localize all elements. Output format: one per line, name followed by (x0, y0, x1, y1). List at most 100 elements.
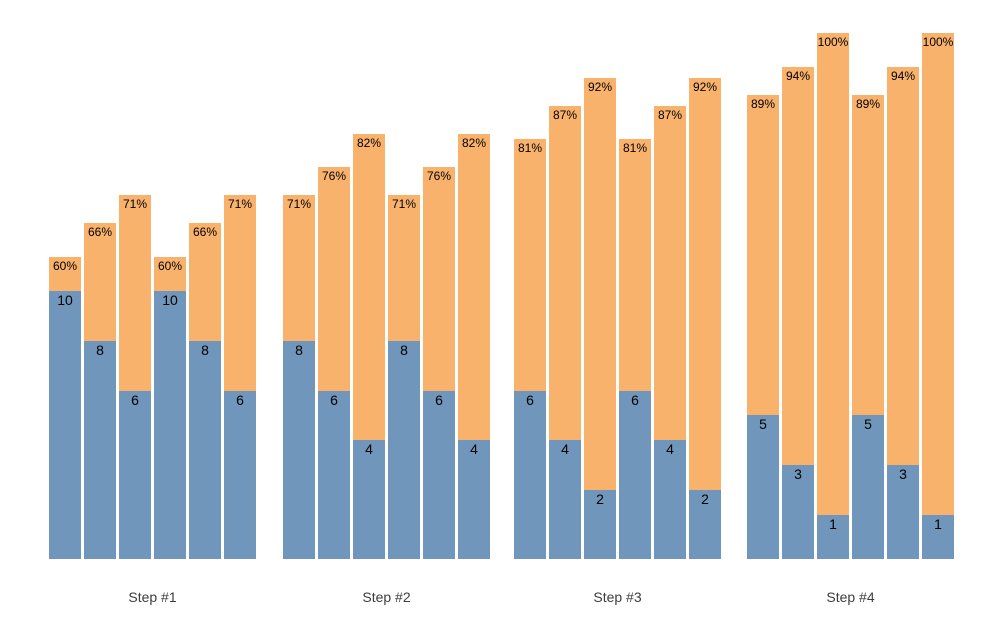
orange-segment: 81% (619, 139, 651, 391)
value-label: 5 (864, 416, 872, 432)
value-label: 6 (236, 392, 244, 408)
blue-segment: 6 (514, 391, 546, 559)
blue-segment: 1 (922, 515, 954, 559)
percent-label: 87% (552, 108, 578, 122)
x-axis-group-label: Step #2 (362, 589, 411, 605)
value-label: 10 (162, 292, 178, 308)
value-label: 1 (934, 516, 942, 532)
blue-segment: 8 (388, 341, 420, 559)
percent-label: 71% (227, 197, 253, 211)
blue-segment: 4 (353, 440, 385, 559)
blue-segment: 6 (318, 391, 350, 559)
bar-group-step-4: 89% 5 94% 3 100% 1 89% 5 94% 3 100% 1 (747, 33, 954, 559)
blue-segment: 4 (549, 440, 581, 559)
stacked-bar: 100% 1 (922, 33, 954, 559)
stacked-bar: 92% 2 (584, 78, 616, 559)
orange-segment: 66% (84, 223, 116, 341)
stacked-bar: 60% 10 (49, 257, 81, 559)
stacked-bar: 71% 8 (283, 195, 315, 559)
stacked-bar: 100% 1 (817, 33, 849, 559)
orange-segment: 100% (922, 33, 954, 515)
blue-segment: 8 (84, 341, 116, 559)
orange-segment: 92% (584, 78, 616, 490)
value-label: 8 (295, 342, 303, 358)
value-label: 8 (201, 342, 209, 358)
orange-segment: 71% (388, 195, 420, 341)
value-label: 6 (131, 392, 139, 408)
percent-label: 87% (657, 108, 683, 122)
stacked-bar: 60% 10 (154, 257, 186, 559)
blue-segment: 6 (224, 391, 256, 559)
orange-segment: 60% (154, 257, 186, 291)
x-axis-group-label: Step #4 (826, 589, 875, 605)
bar-group-step-3: 81% 6 87% 4 92% 2 81% 6 87% 4 92% 2 (514, 78, 721, 559)
blue-segment: 8 (283, 341, 315, 559)
percent-label: 71% (286, 197, 312, 211)
percent-label: 92% (692, 80, 718, 94)
orange-segment: 71% (119, 195, 151, 391)
orange-segment: 94% (887, 67, 919, 465)
orange-segment: 92% (689, 78, 721, 490)
orange-segment: 89% (852, 95, 884, 415)
blue-segment: 4 (654, 440, 686, 559)
orange-segment: 76% (423, 167, 455, 391)
value-label: 4 (470, 441, 478, 457)
percent-label: 82% (356, 136, 382, 150)
bar-group-step-2: 71% 8 76% 6 82% 4 71% 8 76% 6 82% 4 (283, 134, 490, 559)
bar-group-step-1: 60% 10 66% 8 71% 6 60% 10 66% 8 71% 6 (49, 195, 256, 559)
stacked-bar: 76% 6 (423, 167, 455, 559)
blue-segment: 3 (782, 465, 814, 559)
blue-segment: 6 (423, 391, 455, 559)
value-label: 4 (365, 441, 373, 457)
value-label: 6 (631, 392, 639, 408)
x-axis-group-label: Step #1 (128, 589, 177, 605)
stacked-bar: 71% 8 (388, 195, 420, 559)
stacked-bar: 89% 5 (852, 95, 884, 559)
orange-segment: 71% (224, 195, 256, 391)
percent-label: 89% (750, 97, 776, 111)
orange-segment: 60% (49, 257, 81, 291)
value-label: 6 (526, 392, 534, 408)
blue-segment: 2 (689, 490, 721, 559)
orange-segment: 94% (782, 67, 814, 465)
orange-segment: 87% (654, 106, 686, 440)
blue-segment: 10 (49, 291, 81, 559)
stacked-bar: 82% 4 (353, 134, 385, 559)
stacked-bar: 87% 4 (654, 106, 686, 559)
stacked-bar: 66% 8 (189, 223, 221, 559)
orange-segment: 82% (353, 134, 385, 440)
percent-label: 71% (122, 197, 148, 211)
blue-segment: 1 (817, 515, 849, 559)
blue-segment: 5 (852, 415, 884, 559)
percent-label: 60% (52, 259, 78, 273)
stacked-bar: 94% 3 (887, 67, 919, 559)
percent-label: 66% (192, 225, 218, 239)
orange-segment: 71% (283, 195, 315, 341)
percent-label: 81% (517, 141, 543, 155)
blue-segment: 10 (154, 291, 186, 559)
value-label: 8 (400, 342, 408, 358)
orange-segment: 82% (458, 134, 490, 440)
value-label: 5 (759, 416, 767, 432)
percent-label: 76% (321, 169, 347, 183)
value-label: 2 (596, 491, 604, 507)
percent-label: 76% (426, 169, 452, 183)
percent-label: 81% (622, 141, 648, 155)
blue-segment: 3 (887, 465, 919, 559)
stacked-bar: 76% 6 (318, 167, 350, 559)
blue-segment: 6 (619, 391, 651, 559)
value-label: 8 (96, 342, 104, 358)
percent-label: 100% (922, 35, 954, 49)
stacked-bar: 81% 6 (514, 139, 546, 559)
stacked-bar: 81% 6 (619, 139, 651, 559)
value-label: 3 (899, 466, 907, 482)
blue-segment: 4 (458, 440, 490, 559)
orange-segment: 100% (817, 33, 849, 515)
percent-label: 82% (461, 136, 487, 150)
stacked-bar: 71% 6 (224, 195, 256, 559)
value-label: 10 (57, 292, 73, 308)
orange-segment: 66% (189, 223, 221, 341)
stacked-bar: 92% 2 (689, 78, 721, 559)
percent-label: 71% (391, 197, 417, 211)
